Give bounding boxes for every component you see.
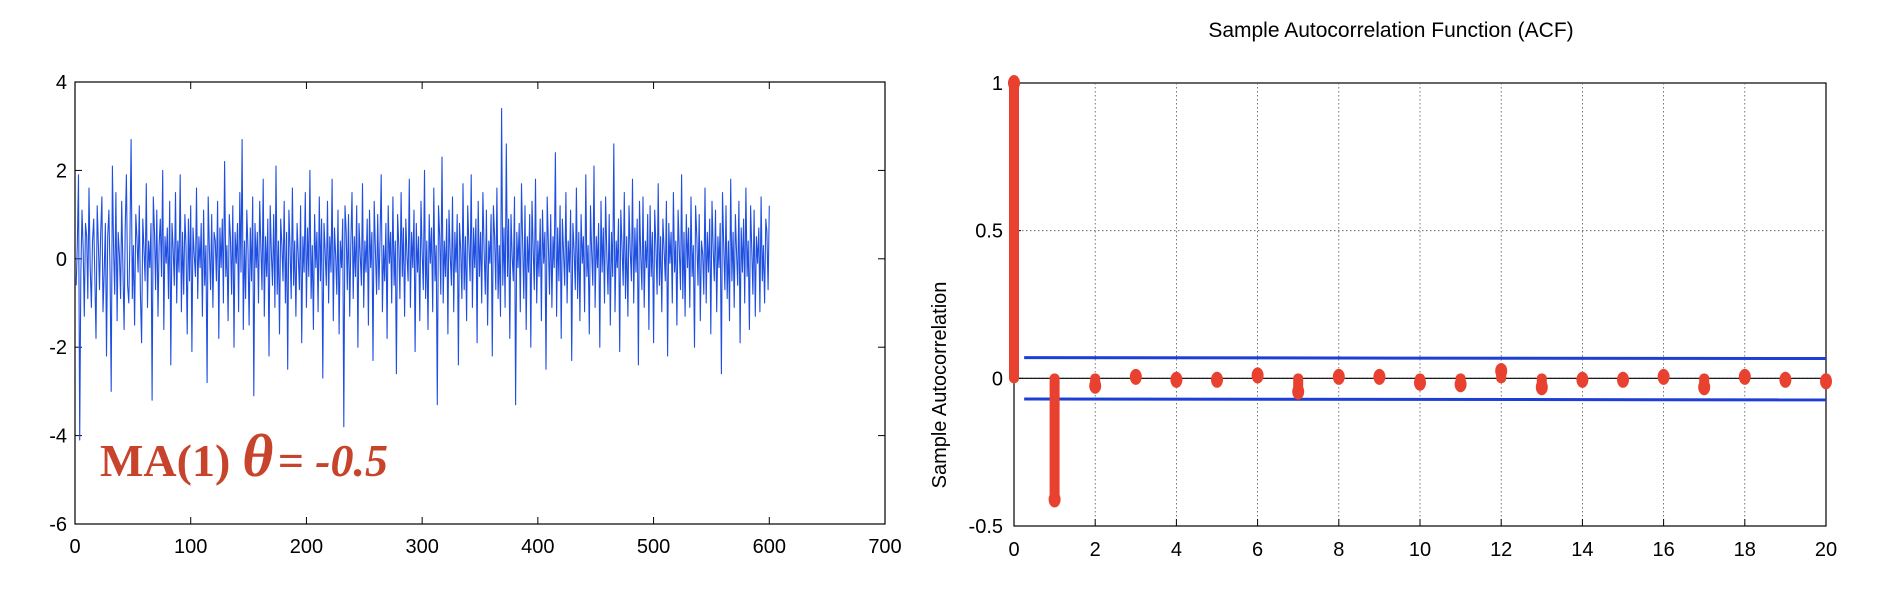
acf-marker — [1211, 371, 1223, 388]
x-tick-label: 200 — [290, 536, 323, 558]
acf-marker — [1495, 362, 1508, 379]
acf-marker — [1170, 371, 1183, 388]
time-series-chart: 4 2 0 -2 -4 -6 0 100 200 300 400 500 600 700 MA(1) θ… — [49, 72, 901, 558]
x-tick-label: 10 — [1409, 539, 1431, 561]
acf-marker — [1820, 373, 1832, 390]
y-tick-label: -4 — [49, 426, 67, 448]
x-tick-label: 18 — [1734, 539, 1756, 561]
x-tick-label: 2 — [1090, 539, 1101, 561]
y-tick-label: -6 — [49, 514, 67, 536]
acf-marker — [1454, 376, 1467, 393]
acf-marker — [1535, 379, 1548, 396]
acf-marker — [1414, 374, 1426, 391]
x-tick-label: 300 — [405, 536, 438, 558]
y-tick-label: -2 — [49, 337, 67, 359]
lower-confidence-bound — [1024, 397, 1827, 402]
acf-marker — [1048, 491, 1061, 508]
acf-marker — [1089, 377, 1102, 394]
y-axis-label: Sample Autocorrelation — [929, 282, 951, 489]
x-tick-label: 4 — [1171, 539, 1182, 561]
acf-marker — [1008, 75, 1020, 91]
x-tick-label: 0 — [1008, 539, 1019, 561]
acf-marker — [1617, 371, 1629, 388]
acf-marker — [1779, 371, 1792, 388]
x-tick-label: 6 — [1252, 539, 1263, 561]
acf-chart: Sample Autocorrelation Function (ACF) Sa… — [929, 19, 1837, 561]
acf-marker — [1698, 379, 1711, 396]
acf-marker — [1292, 383, 1305, 400]
acf-marker — [1657, 368, 1670, 385]
y-tick-label: 0 — [56, 249, 67, 271]
x-tick-label: 16 — [1652, 539, 1674, 561]
x-tick-label: 500 — [637, 536, 670, 558]
x-tick-label: 100 — [174, 536, 207, 558]
series-line — [75, 107, 770, 441]
x-tick-label: 12 — [1490, 539, 1512, 561]
acf-marker — [1332, 368, 1345, 385]
acf-marker — [1576, 371, 1589, 388]
y-tick-label: 0 — [992, 368, 1003, 390]
y-tick-label: 0.5 — [975, 221, 1003, 243]
upper-confidence-bound — [1024, 356, 1827, 361]
x-tick-label: 600 — [753, 536, 786, 558]
x-tick-label: 400 — [521, 536, 554, 558]
chart-title: Sample Autocorrelation Function (ACF) — [1208, 19, 1573, 42]
y-tick-label: 4 — [56, 72, 67, 94]
x-tick-label: 14 — [1571, 539, 1593, 561]
y-tick-label: 1 — [992, 73, 1003, 95]
acf-marker — [1251, 367, 1264, 384]
x-tick-label: 700 — [868, 536, 901, 558]
x-tick-label: 20 — [1815, 539, 1837, 561]
y-tick-label: 2 — [56, 160, 67, 182]
x-tick-label: 8 — [1333, 539, 1344, 561]
acf-marker — [1129, 368, 1142, 385]
acf-marker — [1738, 368, 1751, 385]
x-tick-label: 0 — [69, 536, 80, 558]
model-annotation: MA(1) θ = -0.5 — [100, 423, 388, 489]
acf-marker — [1373, 368, 1386, 385]
y-tick-label: -0.5 — [969, 516, 1003, 538]
